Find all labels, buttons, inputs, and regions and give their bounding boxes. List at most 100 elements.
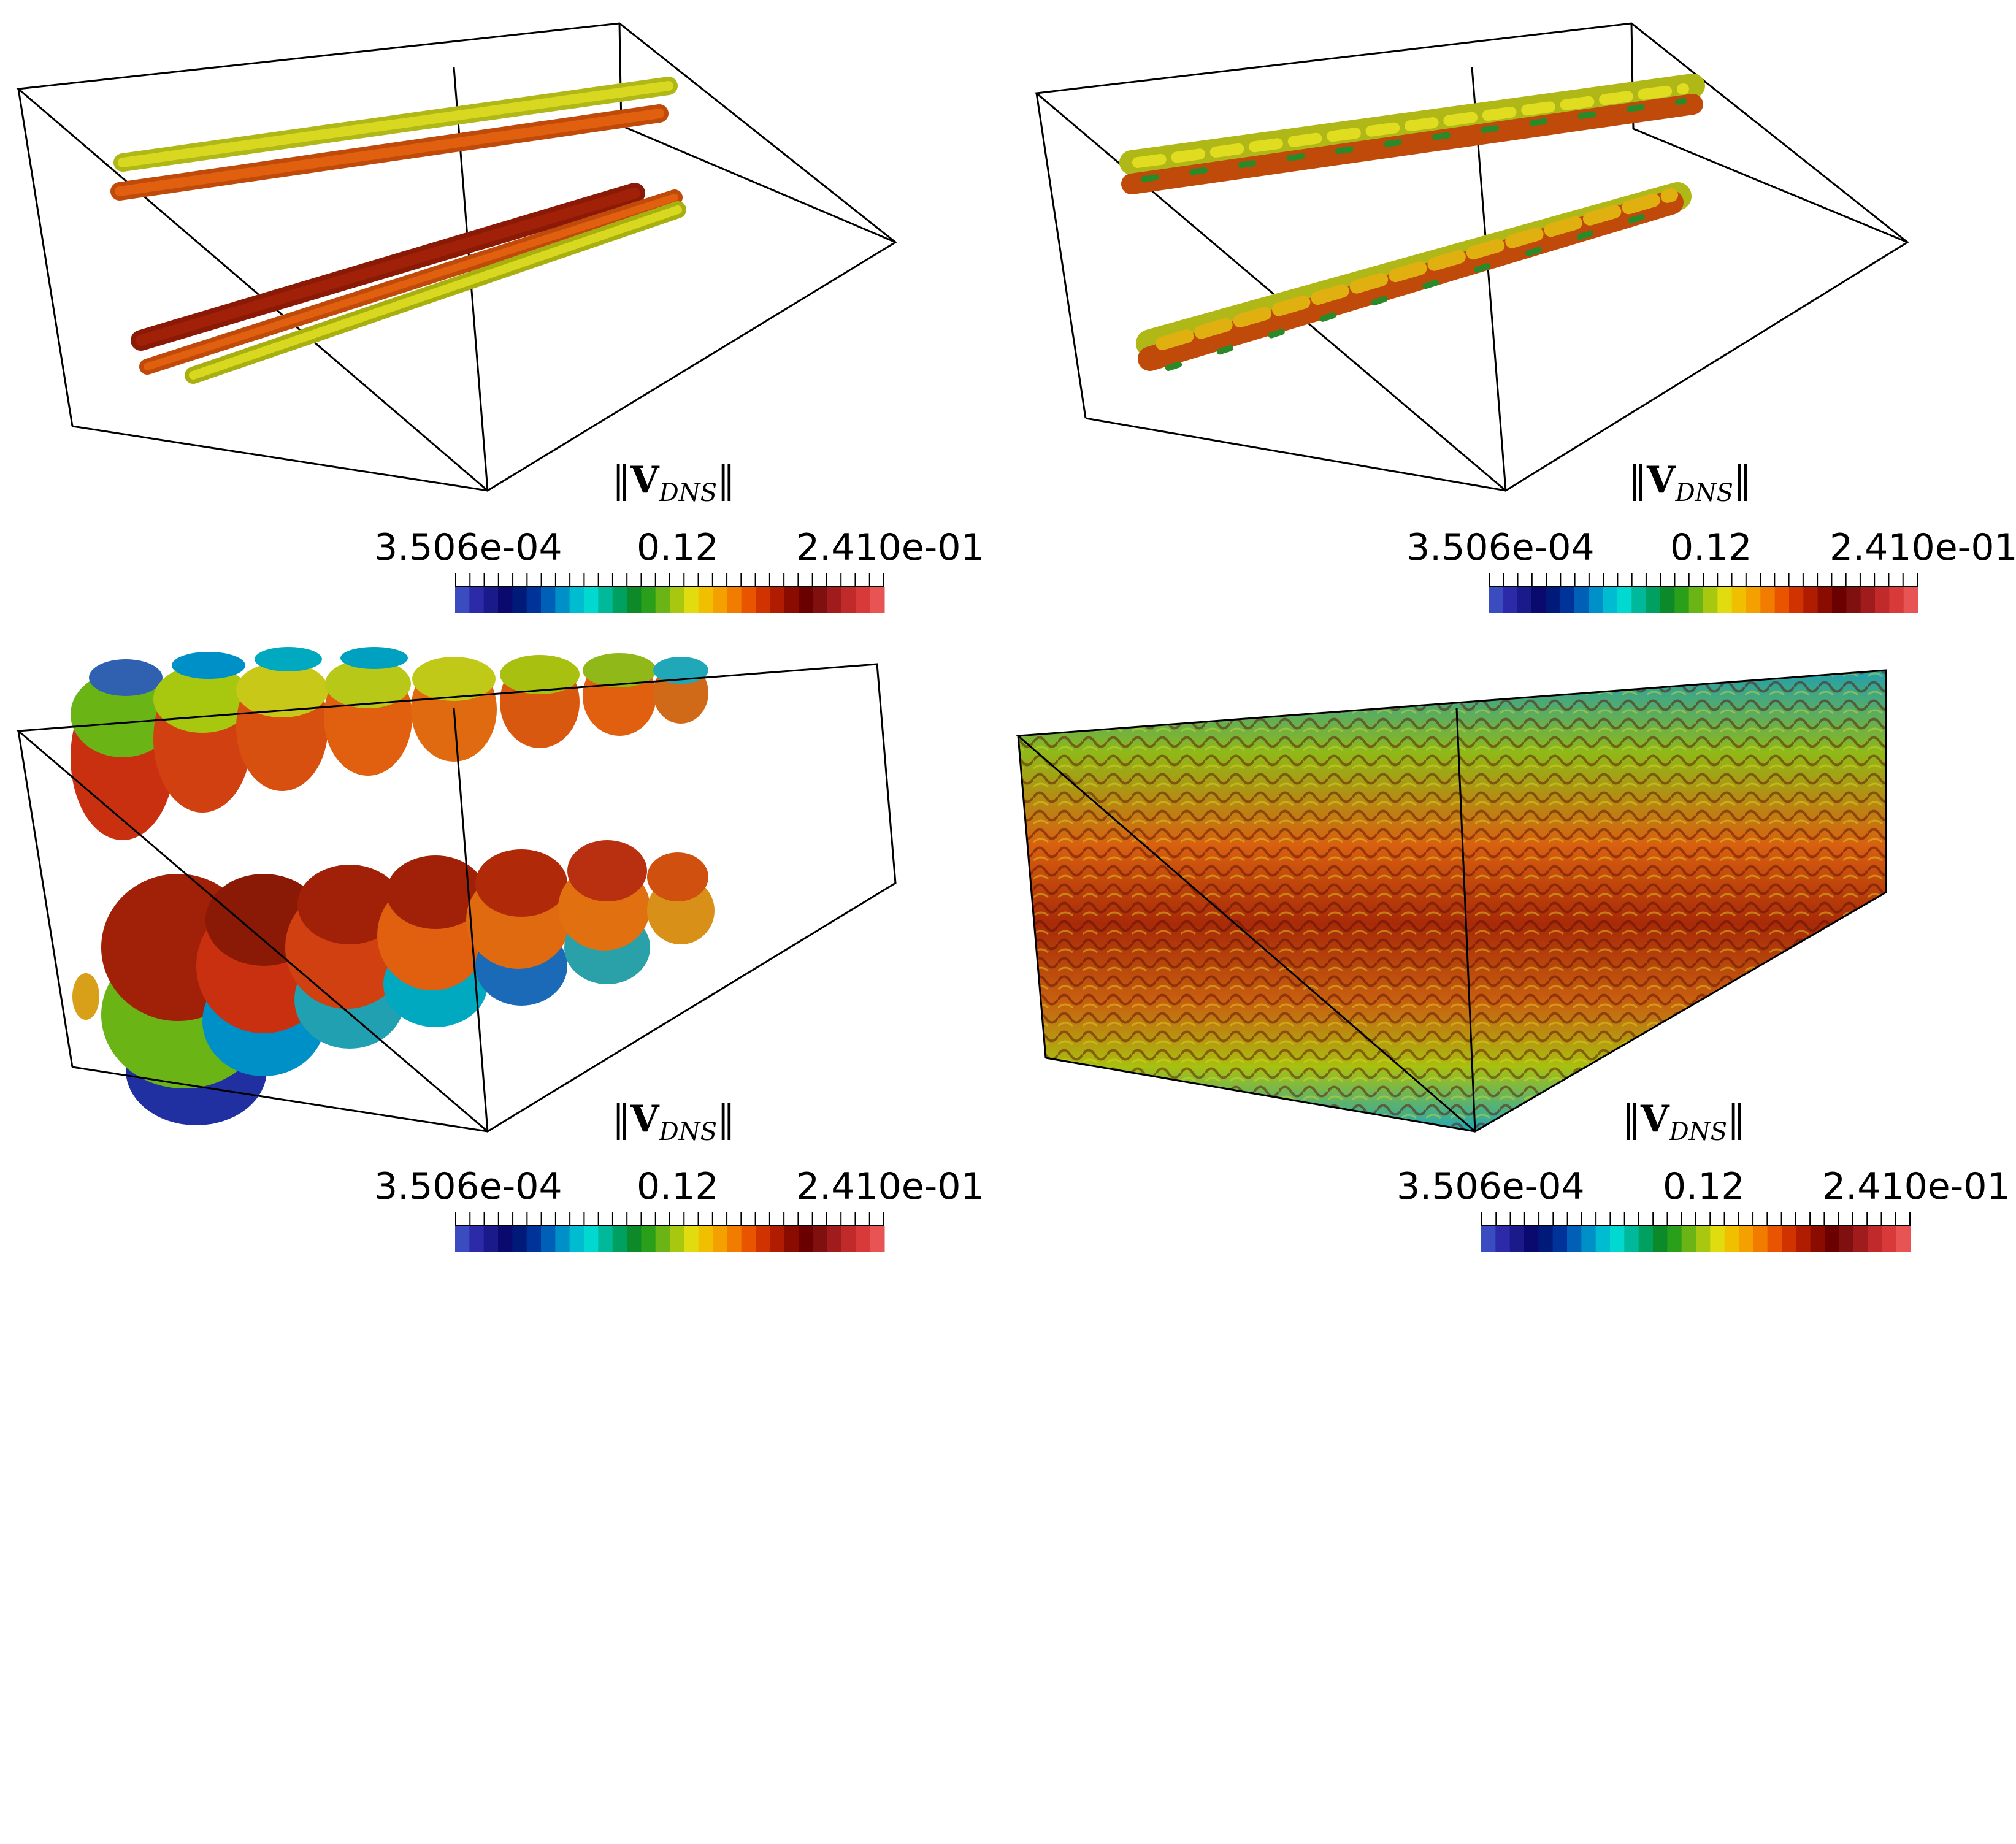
colorbar-swatch [741,1226,756,1252]
colorbar-swatch [1546,587,1561,613]
colorbar-min-label: 3.506e-04 [374,1165,562,1208]
colorbar-swatch [1517,587,1532,613]
colorbar-swatch [1667,1226,1682,1252]
colorbar-swatch [627,1226,642,1252]
twisted-tubes [1119,74,1705,371]
colorbar-swatch [670,587,684,613]
colorbar [455,573,885,613]
colorbar-swatch [756,1226,770,1252]
colorbar-max-label: 2.410e-01 [1830,526,2016,569]
colorbar-swatch [483,1226,499,1252]
colorbar-swatch [1860,587,1876,613]
colorbar [455,1212,885,1252]
colorbar-swatch [1832,587,1847,613]
colorbar-swatch [1524,1226,1539,1252]
colorbar-swatch [1853,1226,1868,1252]
colorbar-title: ‖VDNS‖ [1622,1098,1746,1146]
colorbar-swatch [698,1226,713,1252]
colorbar-swatch [684,587,699,613]
colorbar-swatch [741,587,756,613]
vortex-rings-top [71,647,708,840]
colorbar-swatch [1595,1226,1611,1252]
colorbar-min-label: 3.506e-04 [374,526,562,569]
colorbar-swatch [584,587,599,613]
colorbar-swatch [756,587,770,613]
colorbar-swatch [799,1226,813,1252]
colorbar-swatch [1789,587,1804,613]
colorbar-max-label: 2.410e-01 [1822,1165,2010,1208]
colorbar-mid-label: 0.12 [1663,1165,1745,1208]
colorbar-swatch [641,1226,656,1252]
colorbar-swatch [727,1226,742,1252]
colorbar-swatch [727,587,742,613]
colorbar-swatch [612,587,627,613]
colorbar-swatch [584,1226,599,1252]
colorbar-swatch [1660,587,1675,613]
colorbar-title: ‖VDNS‖ [612,459,736,507]
colorbar-swatch [1674,587,1690,613]
colorbar-graphic [1481,1212,1911,1252]
colorbar-swatch [469,1226,485,1252]
colorbar-title: ‖VDNS‖ [612,1098,736,1146]
colorbar-swatch [1696,1226,1711,1252]
panel-top-right: ‖VDNS‖ 3.506e-04 0.12 2.410e-01 [1009,0,2016,632]
colorbar-swatch [569,587,584,613]
colorbar-swatch [1481,1226,1496,1252]
colorbar-swatch [1760,587,1776,613]
colorbar-mid-label: 0.12 [637,1165,719,1208]
vortex-tubes [110,77,686,384]
colorbar-swatch [1646,587,1661,613]
colorbar-swatch [569,1226,584,1252]
colorbar-swatch [1495,1226,1511,1252]
colorbar-swatch [713,1226,727,1252]
colorbar-swatch [1803,587,1819,613]
colorbar-swatch [1882,1226,1897,1252]
colorbar-swatch [1688,587,1704,613]
colorbar-swatch [555,587,570,613]
colorbar-swatch [1903,587,1918,613]
colorbar-swatch [498,1226,513,1252]
panel-top-left: ‖VDNS‖ 3.506e-04 0.12 2.410e-01 [0,0,1006,632]
colorbar-min-label: 3.506e-04 [1397,1165,1585,1208]
colorbar-swatch [1839,1226,1854,1252]
colorbar-swatch [827,1226,842,1252]
colorbar-swatch [1610,1226,1625,1252]
colorbar-swatch [1896,1226,1911,1252]
colorbar-swatch [526,1226,542,1252]
colorbar-mid-label: 0.12 [1670,526,1752,569]
colorbar [1489,573,1918,613]
colorbar-swatch [1724,1226,1739,1252]
vortex-rings-bottom [72,840,715,1125]
colorbar-swatch [1638,1226,1654,1252]
colorbar-swatch [655,1226,670,1252]
colorbar-swatch [598,1226,613,1252]
colorbar-swatch [1810,1226,1825,1252]
colorbar-min-label: 3.506e-04 [1406,526,1595,569]
colorbar-swatch [813,1226,828,1252]
colorbar-swatch [1503,587,1518,613]
colorbar-swatch [870,587,885,613]
colorbar-swatch [541,1226,556,1252]
colorbar-swatch [469,587,485,613]
colorbar-swatch [1731,587,1747,613]
colorbar-swatch [1753,1226,1768,1252]
colorbar-swatch [1796,1226,1811,1252]
colorbar-swatch [512,1226,527,1252]
colorbar-swatch [1567,1226,1582,1252]
colorbar-swatch [813,587,828,613]
colorbar-swatch [1817,587,1833,613]
colorbar-swatch [512,587,527,613]
colorbar-swatch [655,587,670,613]
colorbar-swatch [483,587,499,613]
colorbar-max-label: 2.410e-01 [796,1165,984,1208]
colorbar-graphic [1489,573,1918,613]
colorbar-swatch [770,1226,785,1252]
colorbar-swatch [1653,1226,1668,1252]
bounding-box [16,663,897,1133]
colorbar-swatch [827,587,842,613]
colorbar-swatch [784,1226,799,1252]
colorbar-swatch [684,1226,699,1252]
colorbar-swatch [1589,587,1604,613]
colorbar-swatch [1846,587,1861,613]
colorbar-swatch [627,587,642,613]
